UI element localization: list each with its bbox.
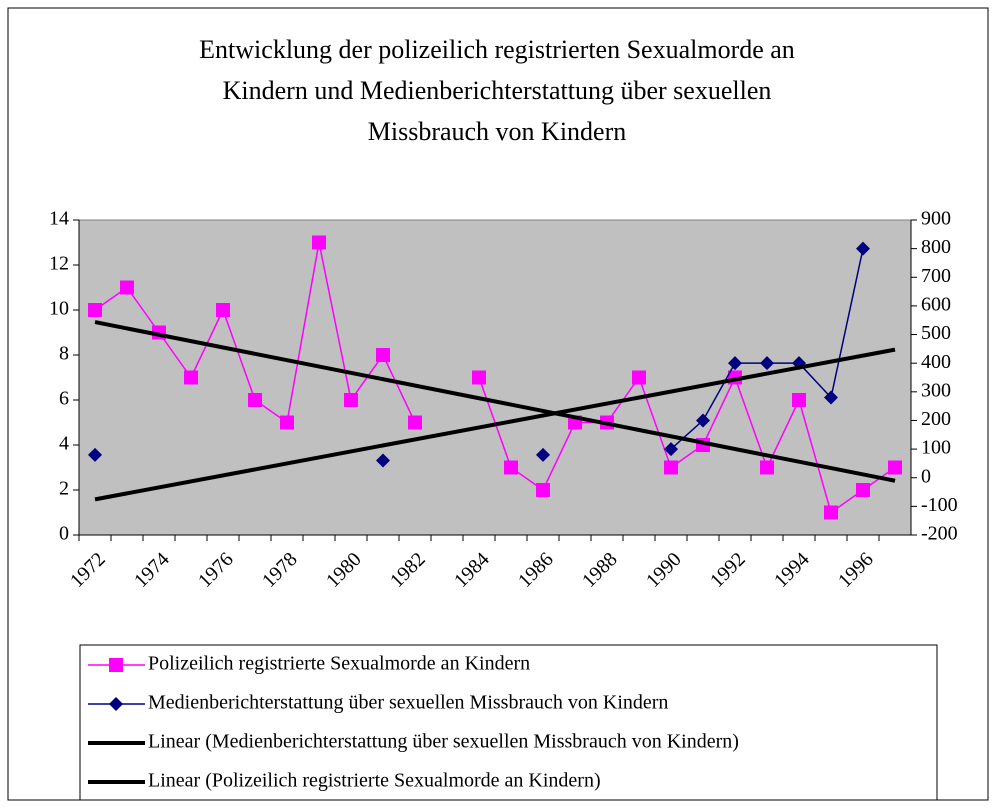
marker <box>376 348 390 362</box>
y2-tick-label: 0 <box>921 465 931 487</box>
trend-line <box>94 320 896 483</box>
y-tick-label: 6 <box>59 388 69 410</box>
y-tick-label: 14 <box>49 208 69 230</box>
y2-tick-label: 600 <box>921 294 951 316</box>
marker <box>824 390 838 405</box>
marker <box>728 356 742 371</box>
marker <box>408 415 422 430</box>
marker <box>792 393 806 407</box>
y2-tick-label: 300 <box>921 379 951 401</box>
y-tick-label: 10 <box>49 298 69 320</box>
marker <box>824 505 838 520</box>
y-tick-label: 8 <box>59 343 69 365</box>
marker <box>536 483 550 497</box>
marker <box>88 447 102 462</box>
y-tick-label: 4 <box>59 433 69 455</box>
chart-title: Missbrauch von Kindern <box>368 117 627 146</box>
marker <box>248 393 262 407</box>
y-tick-label: 0 <box>59 523 69 545</box>
marker <box>120 280 134 295</box>
trend-line <box>94 347 896 502</box>
marker <box>632 370 646 385</box>
legend-label: Polizeilich registrierte Sexualmorde an … <box>148 653 530 675</box>
plot-area <box>78 219 912 536</box>
marker <box>344 393 358 407</box>
y2-tick-label: 100 <box>921 437 951 459</box>
marker <box>856 483 870 497</box>
y2-tick-label: -200 <box>921 523 958 545</box>
marker <box>376 453 390 468</box>
chart-title: Kindern und Medienberichterstattung über… <box>223 76 772 105</box>
y2-tick-label: 500 <box>921 322 951 344</box>
y2-tick-label: 800 <box>921 236 951 258</box>
y2-tick-label: 400 <box>921 351 951 373</box>
y2-tick-label: 200 <box>921 408 951 430</box>
marker <box>312 235 326 250</box>
marker <box>472 370 486 385</box>
y-tick-label: 2 <box>59 478 69 500</box>
y-tick-label: 12 <box>49 253 69 275</box>
marker <box>109 697 123 711</box>
marker <box>760 460 774 475</box>
marker <box>504 460 518 475</box>
marker <box>109 658 123 672</box>
marker <box>184 370 198 385</box>
marker <box>696 413 710 428</box>
y2-tick-label: 900 <box>921 208 951 230</box>
marker <box>536 447 550 462</box>
legend-label: Linear (Polizeilich registrierte Sexualm… <box>148 770 601 792</box>
chart-title: Entwicklung der polizeilich registrierte… <box>199 35 795 64</box>
marker <box>760 356 774 371</box>
y2-tick-label: 700 <box>921 265 951 287</box>
marker <box>856 241 870 256</box>
legend-label: Medienberichterstattung über sexuellen M… <box>148 692 668 714</box>
legend-box <box>79 644 938 801</box>
marker <box>664 442 678 457</box>
marker <box>888 460 902 475</box>
marker <box>88 303 102 317</box>
marker <box>664 460 678 475</box>
marker <box>216 303 230 317</box>
y2-tick-label: -100 <box>921 494 958 516</box>
marker <box>280 415 294 430</box>
legend-label: Linear (Medienberichterstattung über sex… <box>148 731 739 753</box>
